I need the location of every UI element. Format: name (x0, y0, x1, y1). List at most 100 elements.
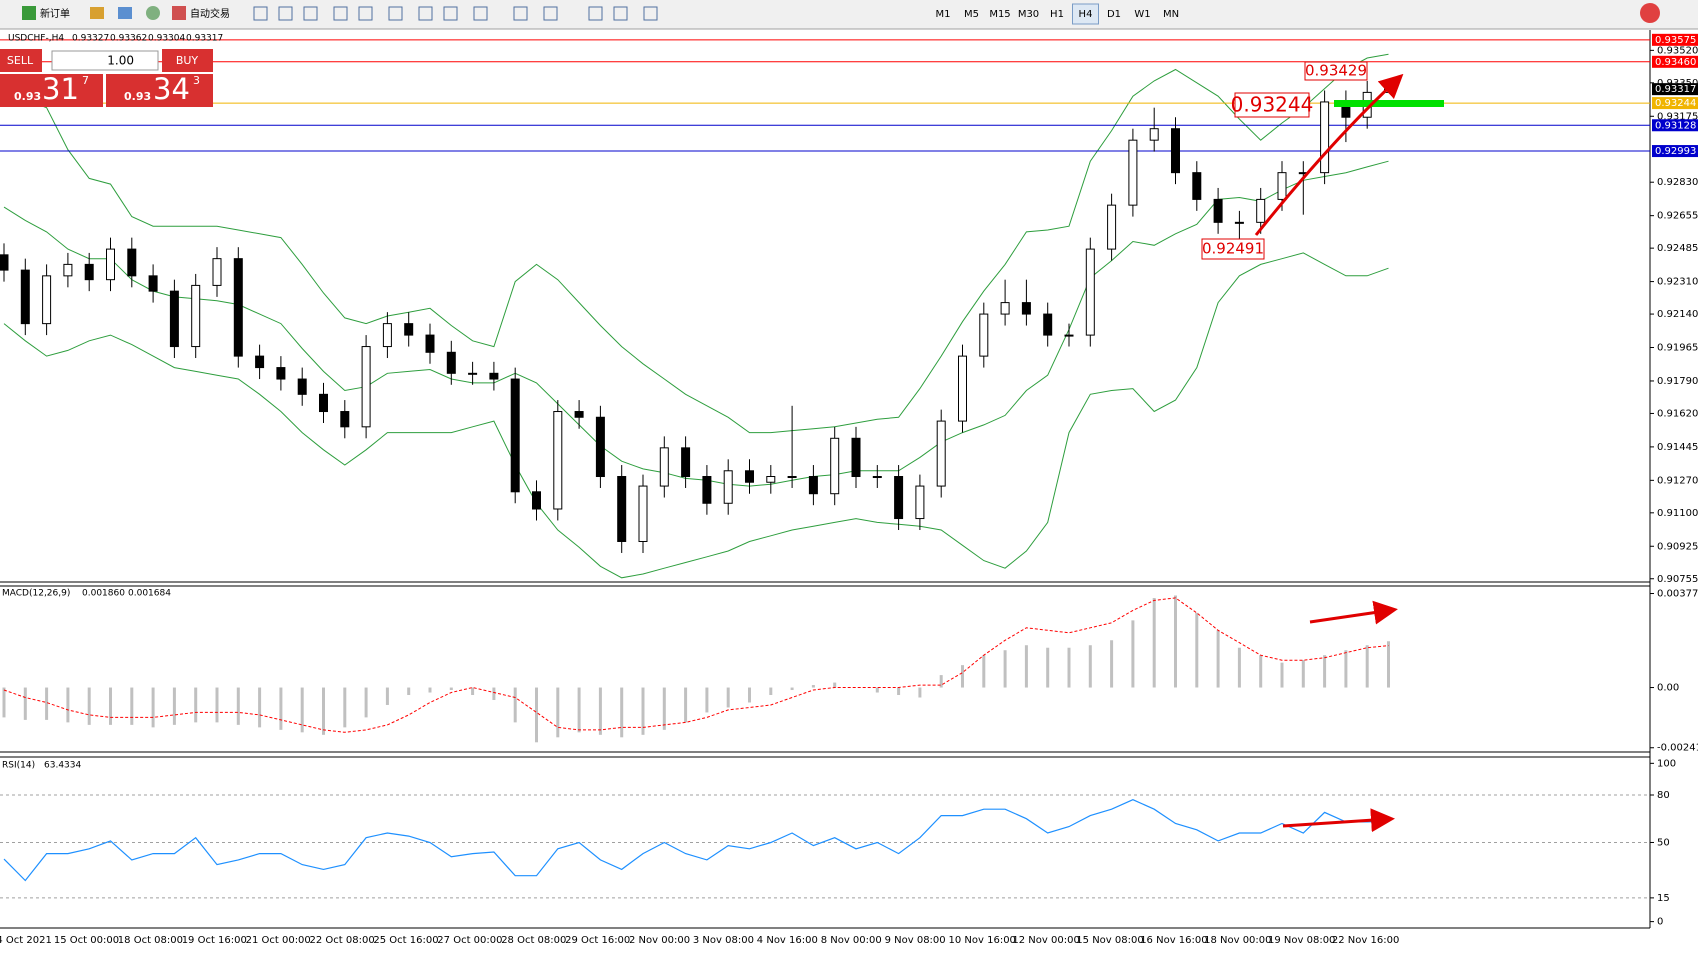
x-tick-label: 3 Nov 08:00 (693, 935, 754, 946)
candle-body (340, 411, 350, 428)
x-tick-label: 4 Nov 16:00 (757, 935, 818, 946)
notify-icon[interactable] (1640, 3, 1660, 23)
bid-sup: 7 (82, 74, 89, 87)
signal-line (3, 597, 1389, 733)
tool-icon[interactable] (513, 6, 528, 21)
tool-icon[interactable] (253, 6, 268, 21)
annotation-box (1234, 92, 1310, 118)
x-tick-label: 2 Nov 00:00 (629, 935, 690, 946)
tool-icon[interactable] (333, 6, 348, 21)
x-tick-label: 15 Oct 00:00 (54, 935, 119, 946)
ask-big: 34 (153, 72, 190, 106)
candle-body (1171, 128, 1180, 174)
quote-value: 0.93327 (72, 34, 109, 44)
bid-box[interactable] (0, 74, 103, 107)
level-label: 0.93575 (1655, 35, 1696, 46)
level-label: 0.93128 (1655, 120, 1696, 131)
candle-body (1064, 334, 1074, 337)
candle-body (1320, 101, 1330, 174)
candle-body (1107, 204, 1117, 250)
x-tick-label: 16 Nov 16:00 (1140, 935, 1207, 946)
band-line (3, 53, 1389, 434)
y-tick-label: -0.002419 (1657, 743, 1698, 754)
x-tick-label: 19 Oct 16:00 (182, 935, 247, 946)
buy-label[interactable]: BUY (176, 54, 199, 67)
timeframe-button[interactable]: D1 (1107, 9, 1121, 20)
toolbar (0, 0, 1698, 29)
candle-body (958, 355, 967, 422)
timeframe-button[interactable]: M15 (989, 9, 1010, 20)
ask-box[interactable] (106, 74, 213, 107)
candle-body (425, 334, 435, 353)
y-tick-label: 50 (1657, 837, 1670, 848)
autotrade-button[interactable]: 自动交易 (190, 7, 230, 20)
candle-body (936, 420, 946, 487)
timeframe-button[interactable]: M1 (936, 9, 951, 20)
bid-prefix: 0.93 (14, 90, 41, 103)
tool-icon[interactable] (303, 6, 318, 21)
annotation: 0.93429 (1305, 62, 1367, 80)
annotation: 0.93244 (1231, 93, 1314, 117)
y-tick-label: 0.92485 (1657, 243, 1698, 254)
tool-icon[interactable] (613, 6, 628, 21)
candle-body (766, 476, 776, 483)
toolbar-icon[interactable] (146, 6, 160, 20)
band-line (3, 252, 1389, 579)
candle-body (319, 393, 328, 413)
x-tick-label: 19 Nov 08:00 (1268, 935, 1335, 946)
candle-body (276, 367, 286, 380)
timeframe-button[interactable]: M5 (964, 9, 979, 20)
annotation-box (1304, 61, 1368, 81)
y-tick-label: 0.91445 (1657, 442, 1698, 453)
new-order-button[interactable]: 新订单 (40, 7, 70, 20)
toolbar-icon[interactable] (118, 7, 132, 19)
tool-icon[interactable] (543, 6, 558, 21)
ask-prefix: 0.93 (124, 90, 151, 103)
candle-body (468, 372, 478, 375)
candle-body (255, 355, 265, 369)
quote-value: 0.93304 (148, 34, 185, 44)
lot-field[interactable] (51, 50, 159, 71)
buy-button[interactable] (162, 49, 213, 72)
tool-icon[interactable] (388, 6, 403, 21)
y-tick-label: 15 (1657, 893, 1670, 904)
ask-sup: 3 (193, 74, 200, 87)
level-label-bg (1652, 33, 1698, 46)
timeframe-button[interactable]: H4 (1079, 9, 1093, 20)
candle-body (851, 437, 861, 478)
timeframe-button[interactable]: M30 (1018, 9, 1039, 20)
new-order-icon[interactable] (22, 6, 36, 20)
candle-body (979, 313, 989, 357)
candle-body (1149, 128, 1159, 141)
candle-body (1085, 248, 1095, 336)
chart-title: USDCHF-,H4 (8, 34, 64, 44)
autotrade-icon[interactable] (172, 6, 186, 20)
tool-icon[interactable] (588, 6, 603, 21)
tool-icon[interactable] (418, 6, 433, 21)
x-tick-label: 22 Nov 16:00 (1332, 935, 1399, 946)
candle-body (808, 476, 818, 495)
candle-body (63, 263, 73, 277)
y-tick-label: 0.003778 (1657, 589, 1698, 600)
candle-body (872, 476, 882, 479)
level-label: 0.92993 (1655, 146, 1696, 157)
toolbar-icon[interactable] (90, 7, 104, 19)
tool-icon[interactable] (643, 6, 658, 21)
candle-body (1192, 172, 1202, 200)
lot-value[interactable]: 1.00 (107, 54, 134, 68)
timeframe-button[interactable]: W1 (1134, 9, 1150, 20)
candle-body (1000, 302, 1010, 315)
timeframe-button[interactable]: MN (1163, 9, 1179, 20)
candle-body (0, 254, 9, 271)
candle-body (702, 476, 712, 504)
tool-icon[interactable] (443, 6, 458, 21)
tool-icon[interactable] (358, 6, 373, 21)
candle-body (830, 437, 840, 495)
sell-button[interactable] (0, 49, 42, 72)
sell-label[interactable]: SELL (7, 54, 34, 67)
tool-icon[interactable] (473, 6, 488, 21)
timeframe-button[interactable]: H1 (1050, 9, 1064, 20)
tool-icon[interactable] (278, 6, 293, 21)
indicator-readout: 0.001860 (82, 589, 125, 599)
candle-body (1128, 139, 1138, 206)
